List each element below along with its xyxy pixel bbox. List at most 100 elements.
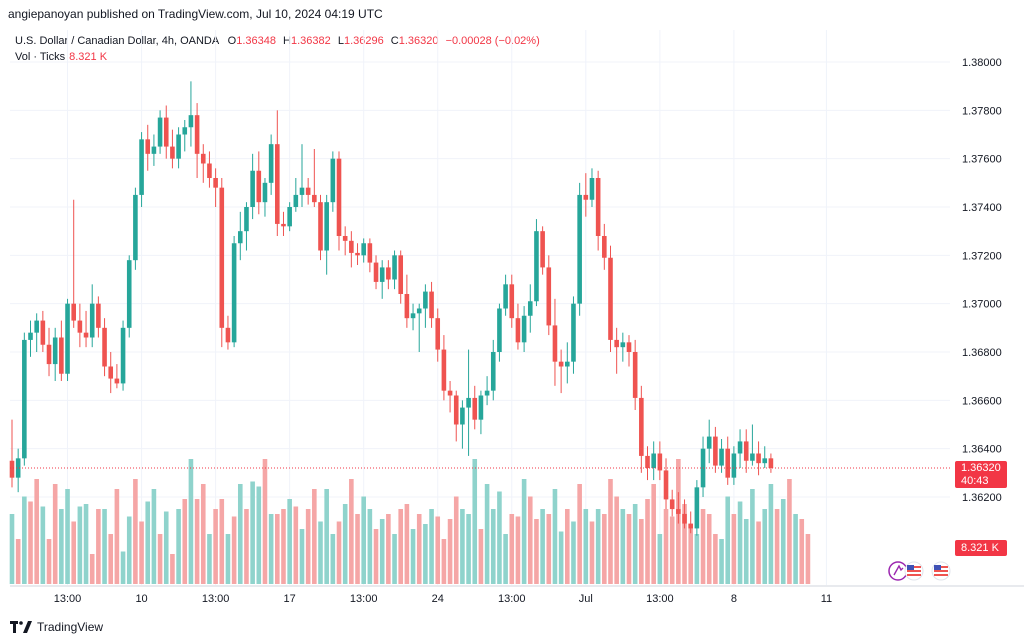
volume-bar	[392, 534, 397, 584]
volume-bar	[225, 534, 231, 584]
candle-body	[398, 255, 404, 294]
volume-bar	[77, 506, 83, 584]
candle-body	[435, 318, 441, 350]
candle-body	[182, 127, 188, 135]
volume-bar	[614, 496, 619, 584]
candle	[725, 436, 731, 485]
candle	[305, 178, 311, 205]
volume-bar	[120, 551, 126, 584]
price-tick-label: 1.36800	[962, 347, 1002, 359]
candle	[577, 182, 582, 316]
candle	[466, 349, 471, 456]
candle	[602, 223, 607, 270]
candle-body	[305, 187, 311, 195]
volume-bar	[768, 484, 774, 584]
candle	[324, 194, 329, 275]
volume-bar	[694, 534, 700, 584]
candle-body	[460, 407, 465, 425]
candle-body	[28, 332, 33, 340]
candle-body	[213, 178, 218, 188]
volume-bar	[632, 504, 638, 584]
candle	[182, 120, 188, 152]
candle	[713, 426, 718, 473]
candle-body	[565, 361, 570, 367]
price-tick-label: 1.37200	[962, 250, 1002, 262]
candle	[589, 168, 595, 207]
candle	[299, 144, 305, 207]
volume-bar	[780, 499, 786, 584]
candle-body	[15, 458, 21, 478]
candle-body	[521, 315, 527, 343]
candle-body	[83, 332, 89, 338]
candle	[447, 381, 453, 413]
candle	[312, 149, 317, 207]
candle-body	[52, 337, 58, 365]
candle	[250, 153, 255, 220]
last-price-badge: 1.36320 40:43	[955, 461, 1007, 488]
us-flag-icon[interactable]	[904, 561, 924, 581]
candle	[9, 419, 15, 488]
candle	[102, 318, 107, 377]
candle	[509, 274, 515, 328]
candle-body	[756, 453, 761, 464]
event-flag-icon[interactable]	[888, 561, 908, 581]
candle	[534, 219, 539, 307]
candle-body	[71, 303, 76, 321]
candle-body	[256, 170, 262, 203]
candle	[170, 129, 175, 169]
candle-body	[176, 134, 181, 159]
volume-bar	[737, 501, 743, 584]
candle	[71, 199, 76, 328]
volume-bar	[22, 496, 27, 584]
candle-body	[281, 223, 286, 227]
volume-bar	[237, 484, 243, 584]
candle	[484, 376, 490, 406]
candle	[145, 124, 151, 171]
candle-body	[497, 308, 502, 352]
volume-bar	[299, 529, 305, 584]
candle	[595, 170, 601, 251]
candle-body	[614, 339, 619, 348]
candle	[546, 255, 552, 336]
volume-bar	[305, 509, 311, 584]
high-label: H	[283, 35, 291, 47]
bar-countdown: 40:43	[961, 475, 989, 487]
volume-bar	[774, 509, 780, 584]
candle-body	[59, 337, 64, 374]
candle	[429, 281, 434, 328]
candle-body	[237, 231, 243, 244]
candle-body	[108, 366, 114, 379]
volume-bar	[509, 514, 515, 584]
volume-label[interactable]: Vol · Ticks	[15, 51, 66, 63]
candle	[15, 448, 21, 493]
candle-body	[632, 352, 638, 398]
us-flag-icon[interactable]	[931, 561, 951, 581]
candle-body	[89, 303, 95, 338]
candle-body	[743, 441, 749, 461]
candle-body	[527, 301, 533, 316]
volume-bar	[330, 534, 336, 584]
volume-bar	[521, 479, 527, 584]
candle-body	[22, 339, 27, 459]
volume-bar	[515, 516, 521, 584]
volume-bar	[59, 509, 64, 584]
candle-body	[694, 487, 700, 529]
instrument-name[interactable]: U.S. Dollar / Canadian Dollar, 4h, OANDA	[15, 35, 219, 47]
candle-body	[330, 158, 336, 203]
price-tick-label: 1.37000	[962, 299, 1002, 311]
volume-bar	[602, 514, 607, 584]
time-axis: 13:00 10 13:00 17 13:00 24 13:00 Jul 13:00 8 11	[54, 593, 832, 605]
candle	[583, 173, 589, 217]
candle-body	[589, 178, 595, 200]
volume-bar	[595, 509, 601, 584]
volume-bar	[620, 509, 626, 584]
volume-bar	[244, 509, 249, 584]
candle-body	[453, 395, 459, 425]
volume-bar	[102, 509, 107, 584]
candle	[355, 243, 360, 265]
candle	[651, 441, 656, 481]
volume-bar	[386, 514, 391, 584]
price-tick-label: 1.37600	[962, 154, 1002, 166]
candle-body	[293, 194, 299, 207]
